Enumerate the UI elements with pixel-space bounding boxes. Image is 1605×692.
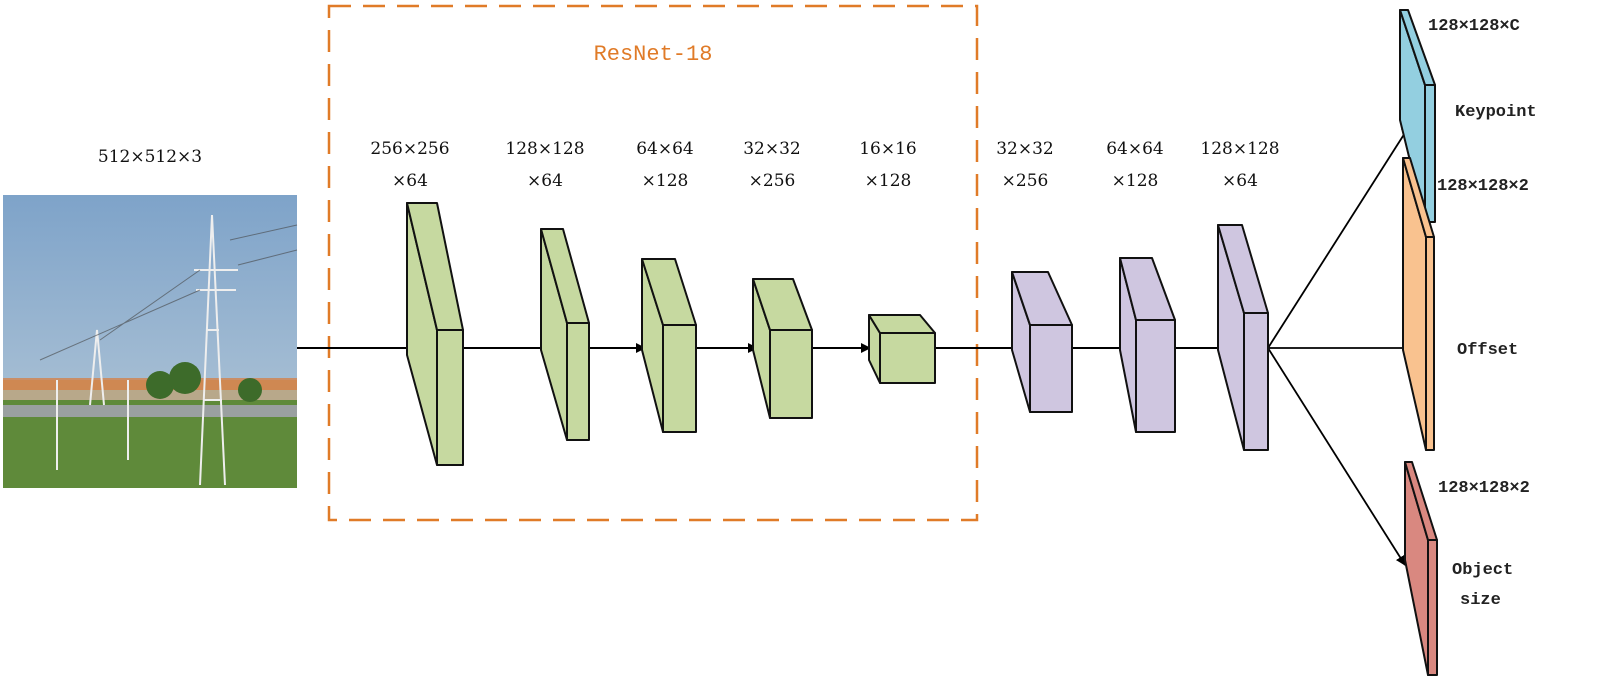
block-top-face <box>868 314 936 334</box>
feature-channels-label: ×64 <box>527 171 563 191</box>
input-dims-label: 512×512×3 <box>98 147 202 167</box>
encoder-block <box>752 278 813 419</box>
head-name-label: Keypoint <box>1455 103 1537 122</box>
head-name-label: Object <box>1452 561 1513 580</box>
head-name-label: Offset <box>1457 341 1518 360</box>
feature-dims-label: 64×64 <box>1106 139 1164 159</box>
head-name-label-line2: size <box>1460 591 1501 610</box>
feature-channels-label: ×128 <box>865 171 912 191</box>
head-dims-label: 128×128×2 <box>1438 479 1530 498</box>
feature-dims-label: 32×32 <box>996 139 1054 159</box>
backbone-label: ResNet-18 <box>594 42 713 67</box>
connections <box>297 124 1419 566</box>
feature-dims-label: 128×128 <box>505 139 584 159</box>
feature-channels-label: ×64 <box>392 171 428 191</box>
encoder-block <box>406 202 464 466</box>
block-front-face <box>769 329 813 419</box>
encoder-block <box>868 314 936 384</box>
decoder-block <box>1217 224 1269 451</box>
encoder-block <box>540 228 590 441</box>
head-size <box>1404 461 1438 676</box>
head-dims-label: 128×128×C <box>1428 17 1520 36</box>
head-arrow <box>1267 347 1406 566</box>
block-front-face <box>1029 324 1073 413</box>
block-front-face <box>1424 84 1436 223</box>
block-front-face <box>879 332 936 384</box>
input-image <box>3 195 298 488</box>
feature-channels-label: ×256 <box>749 171 796 191</box>
decoder-block <box>1119 257 1176 433</box>
decoder-block <box>1011 271 1073 413</box>
block-front-face <box>1427 539 1438 676</box>
feature-dims-label: 256×256 <box>370 139 449 159</box>
block-front-face <box>436 329 464 466</box>
feature-dims-label: 16×16 <box>859 139 917 159</box>
block-front-face <box>1425 236 1435 451</box>
block-front-face <box>1243 312 1269 451</box>
head-offset <box>1402 157 1435 451</box>
head-arrow <box>1267 124 1411 349</box>
encoder-block <box>641 258 697 433</box>
block-front-face <box>662 324 697 433</box>
feature-dims-label: 128×128 <box>1200 139 1279 159</box>
feature-channels-label: ×64 <box>1222 171 1258 191</box>
feature-dims-label: 64×64 <box>636 139 694 159</box>
block-front-face <box>1135 319 1176 433</box>
feature-channels-label: ×128 <box>642 171 689 191</box>
feature-dims-label: 32×32 <box>743 139 801 159</box>
backbone-box <box>327 4 979 522</box>
feature-channels-label: ×128 <box>1112 171 1159 191</box>
feature-channels-label: ×256 <box>1002 171 1049 191</box>
head-dims-label: 128×128×2 <box>1437 177 1529 196</box>
block-front-face <box>566 322 590 441</box>
